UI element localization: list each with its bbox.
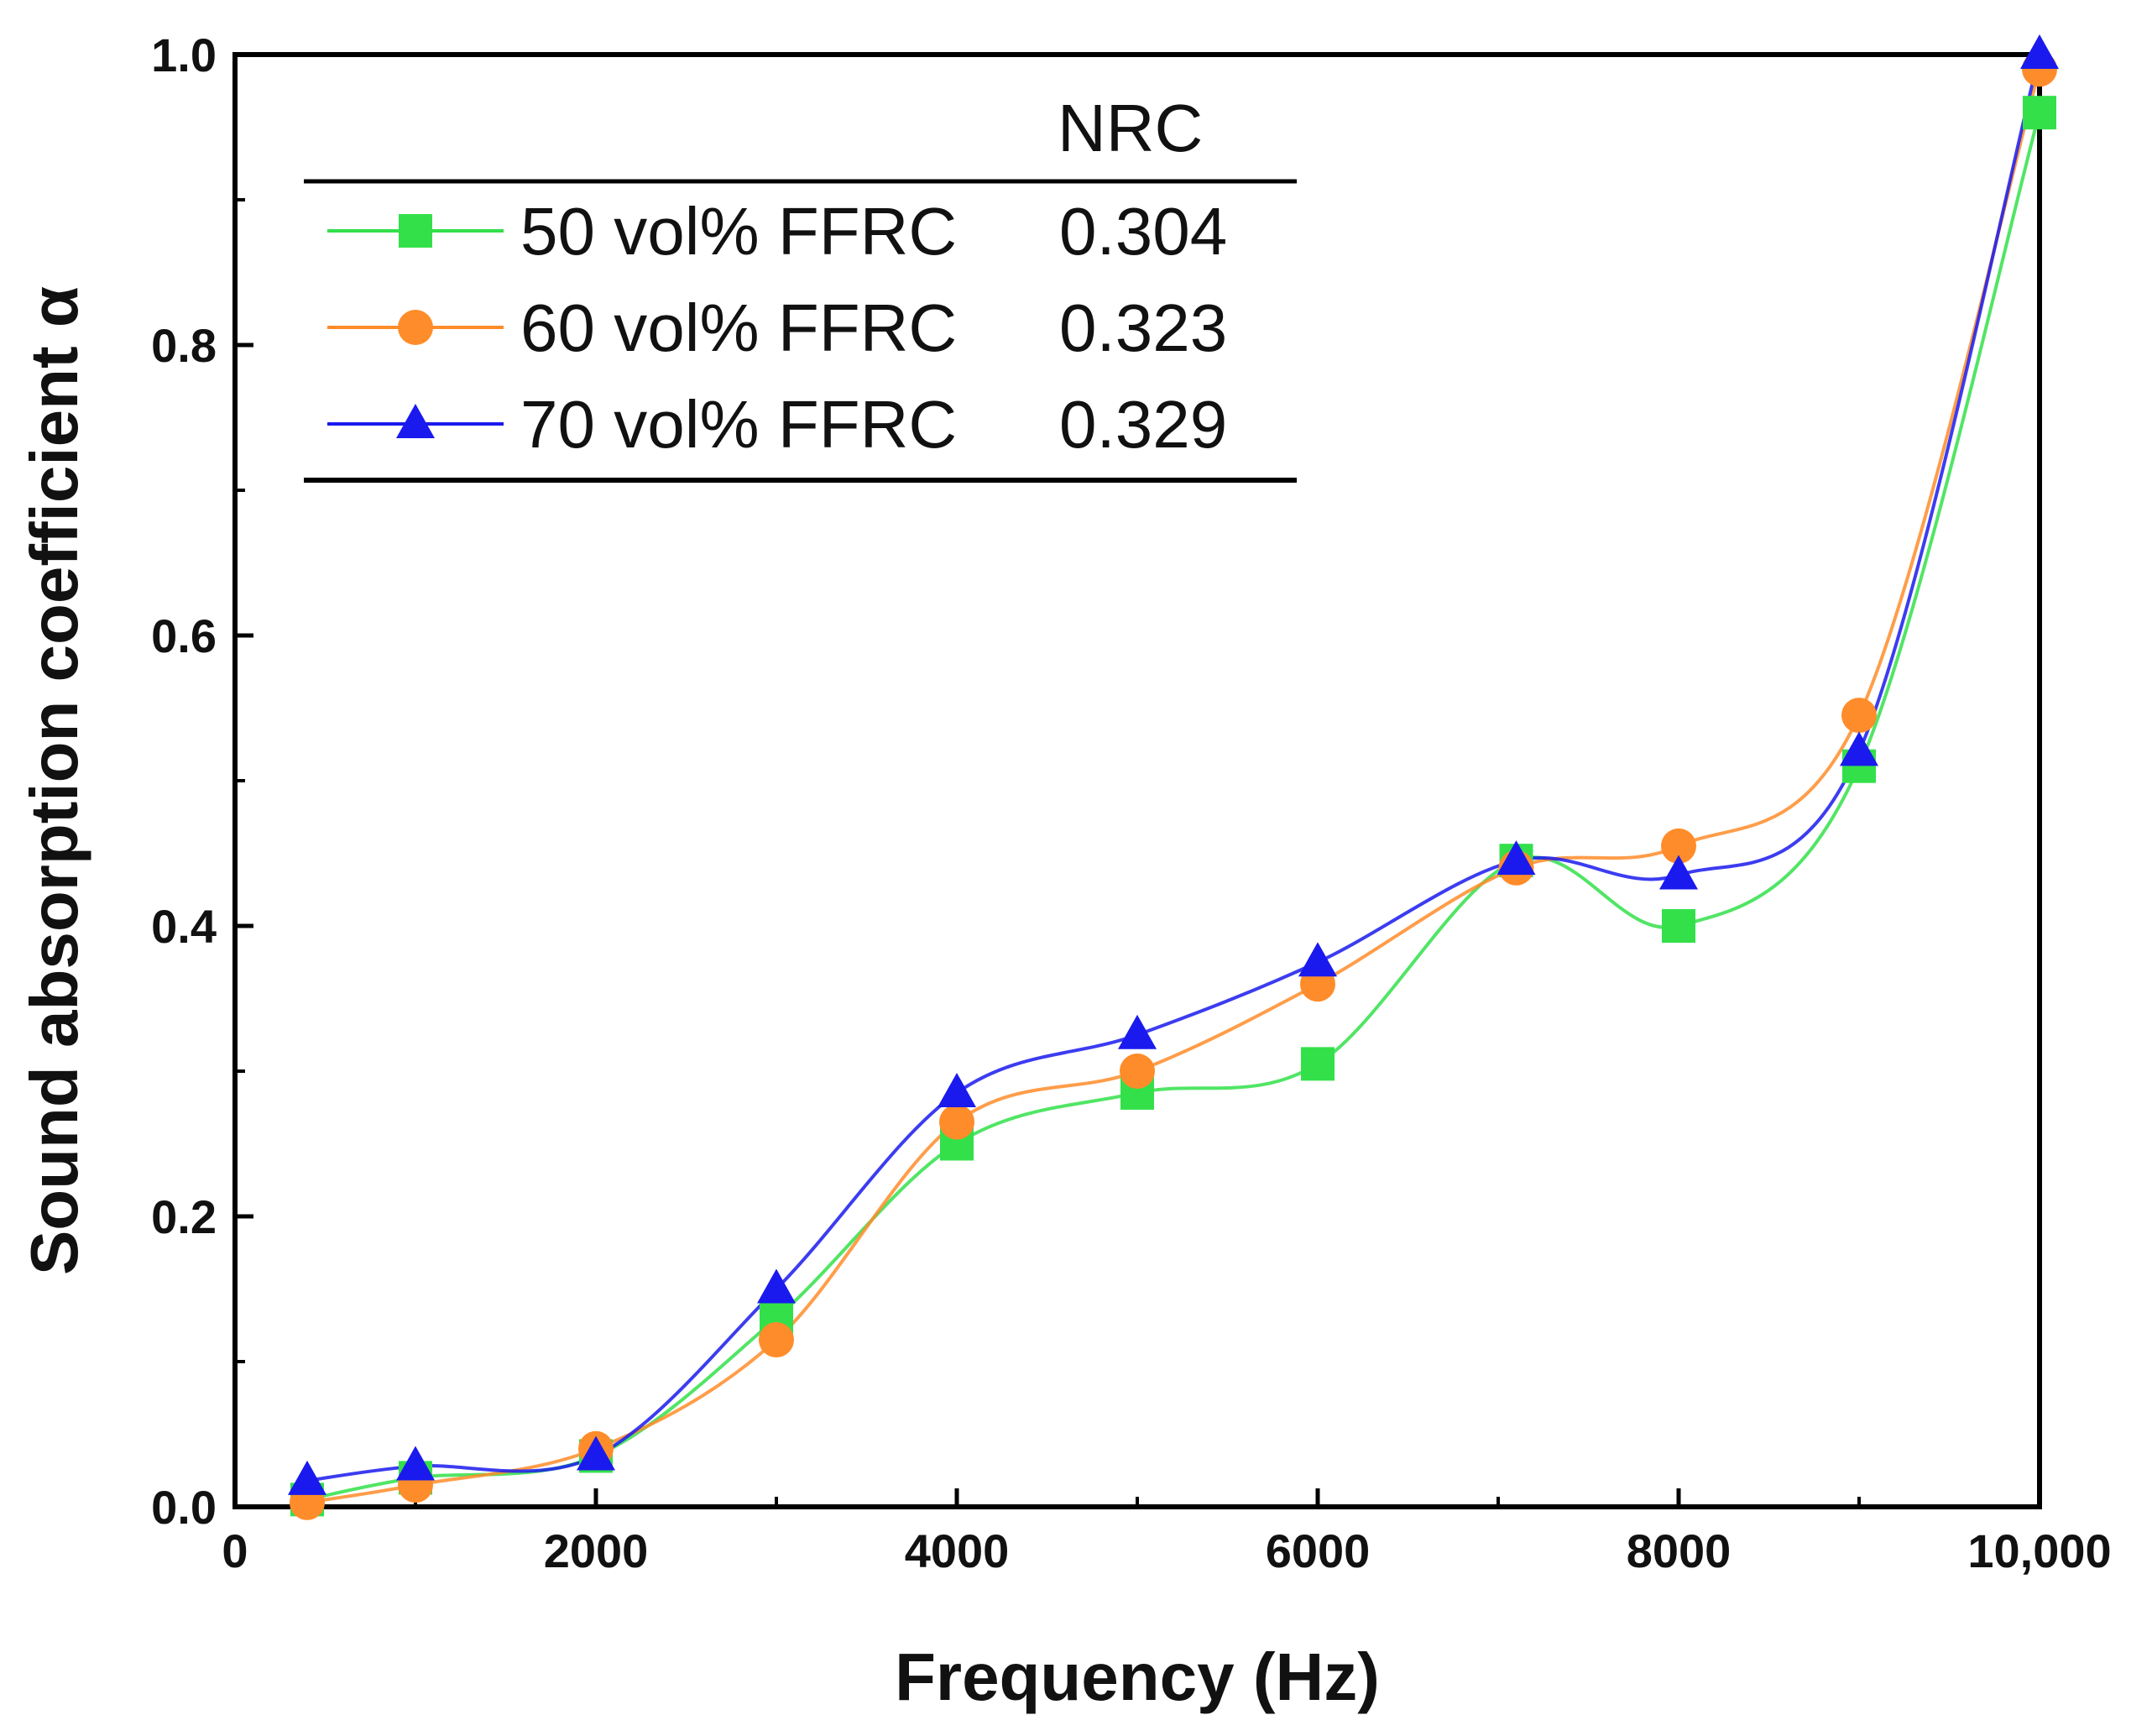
legend-marker [399,214,432,248]
data-point [938,1073,976,1107]
data-point [1301,1047,1335,1080]
y-tick-label: 0.2 [151,1190,217,1243]
legend-nrc-value: 0.304 [1059,194,1227,269]
data-point [1120,1054,1155,1089]
legend-label: 60 vol% FFRC [520,290,957,365]
legend-marker [396,404,435,438]
legend-entry: 50 vol% FFRC 0.304 [327,194,1227,269]
chart: 0 2000 4000 6000 8000 10,000 0.0 0.2 0.4 0.6 0.8 1.… [0,0,2152,1736]
legend-nrc-value: 0.329 [1059,387,1227,462]
data-point [1298,942,1337,976]
series-markers-2 [290,51,2057,1520]
x-axis-title: Frequency (Hz) [895,1639,1380,1714]
legend-header: NRC [1058,91,1203,165]
x-tick-label: 0 [222,1524,248,1577]
x-tick-label: 8000 [1627,1524,1732,1577]
legend-entry: 70 vol% FFRC 0.329 [327,387,1227,462]
data-point [1662,909,1695,943]
plot-frame [235,55,2040,1507]
y-tick-label: 1.0 [151,29,217,81]
series-2 [307,69,2040,1503]
y-tick-label: 0.8 [151,319,217,372]
data-point [2020,34,2059,69]
legend-nrc-value: 0.323 [1059,290,1227,365]
x-tick-label: 6000 [1266,1524,1371,1577]
y-tick-label: 0.0 [151,1481,217,1534]
y-tick-label: 0.4 [151,900,217,953]
data-point [2023,96,2056,129]
data-point [1118,1015,1157,1049]
data-point [1841,698,1877,733]
y-axis-title: Sound absorption coefficient α [17,286,91,1275]
series-line [307,69,2040,1503]
y-tick-label: 0.6 [151,609,217,662]
data-point [939,1105,974,1140]
legend-marker [398,310,433,345]
legend-label: 70 vol% FFRC [520,387,957,462]
legend-label: 50 vol% FFRC [520,194,957,269]
x-tick-label: 2000 [544,1524,649,1577]
x-tick-label: 10,000 [1967,1524,2111,1577]
data-point [759,1322,794,1357]
legend-entry: 60 vol% FFRC 0.323 [327,290,1227,365]
x-tick-label: 4000 [905,1524,1010,1577]
